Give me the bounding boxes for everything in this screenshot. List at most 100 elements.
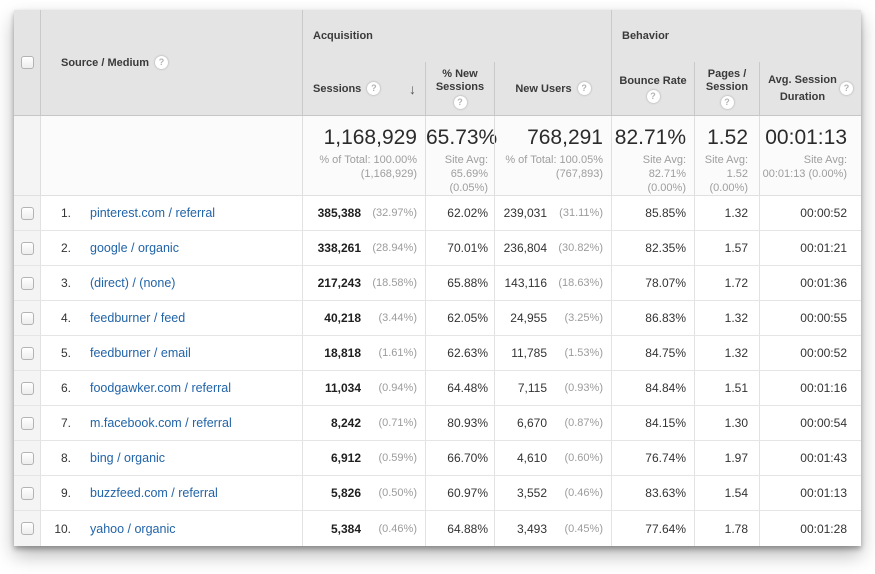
help-icon[interactable]: ? [577,82,591,95]
summary-new-users: 768,291 % of Total: 100.05% (767,893) [494,116,611,195]
bounce-rate-label: Bounce Rate [619,74,687,87]
row-checkbox[interactable] [20,451,34,465]
analytics-source-medium-table: Source / Medium ? Acquisition Behavior S… [14,10,861,546]
row-rank: 9. [60,486,71,500]
row-rank: 6. [60,381,71,395]
row-checkbox[interactable] [20,381,34,395]
column-header-avg-session-duration[interactable]: Avg. Session Duration ? [759,62,861,115]
row-rank: 5. [60,346,71,360]
summary-pages-per-session: 1.52 Site Avg: 1.52 (0.00%) [694,116,759,195]
new-users-cell: 239,031 (31.11%) [494,196,611,230]
column-header-new-users[interactable]: New Users ? [494,62,611,115]
sessions-percent: (0.71%) [378,417,417,429]
help-icon[interactable]: ? [453,96,467,109]
source-medium-link[interactable]: feedburner / email [90,346,191,360]
source-medium-link[interactable]: bing / organic [90,451,166,465]
help-icon[interactable]: ? [840,82,853,95]
row-checkbox[interactable] [20,522,34,535]
pct-new-sessions-cell: 64.88% [425,511,494,546]
source-medium-link[interactable]: feedburner / feed [90,311,186,325]
behavior-label: Behavior [622,30,670,42]
new-users-cell: 7,115 (0.93%) [494,371,611,405]
source-medium-cell: 7. m.facebook.com / referral [40,406,302,440]
summary-sessions-value: 1,168,929 [323,126,417,149]
pages-per-session-cell: 1.30 [694,406,759,440]
row-checkbox-cell [14,371,40,405]
bounce-rate-cell: 84.75% [611,336,694,370]
row-checkbox[interactable] [20,346,34,360]
sort-descending-icon[interactable]: ↓ [409,80,416,97]
source-medium-link[interactable]: google / organic [90,241,179,255]
source-medium-link[interactable]: foodgawker.com / referral [90,381,232,395]
row-checkbox[interactable] [20,311,34,325]
help-icon[interactable]: ? [646,89,660,103]
help-icon[interactable]: ? [155,56,169,69]
column-header-source-medium[interactable]: Source / Medium ? [40,10,302,115]
source-medium-link[interactable]: (direct) / (none) [90,276,176,290]
sessions-percent: (0.94%) [378,382,417,394]
row-checkbox[interactable] [20,206,34,220]
row-checkbox[interactable] [20,276,34,290]
source-medium-link[interactable]: pinterest.com / referral [90,206,216,220]
summary-new-users-value: 768,291 [527,126,603,149]
summary-new-users-note: % of Total: 100.05% (767,893) [505,154,603,180]
new-users-percent: (31.11%) [559,207,603,219]
new-users-cell: 11,785 (1.53%) [494,336,611,370]
sessions-cell: 217,243 (18.58%) [302,266,425,300]
source-medium-cell: 3. (direct) / (none) [40,266,302,300]
bounce-rate-cell: 78.07% [611,266,694,300]
select-all-checkbox[interactable] [20,56,34,69]
avg-session-duration-cell: 00:01:36 [759,266,861,300]
help-icon[interactable]: ? [367,82,381,95]
new-users-cell: 3,552 (0.46%) [494,476,611,510]
source-medium-link[interactable]: buzzfeed.com / referral [90,486,218,500]
pct-new-sessions-cell: 64.48% [425,371,494,405]
sessions-cell: 8,242 (0.71%) [302,406,425,440]
pages-per-session-cell: 1.51 [694,371,759,405]
help-icon[interactable]: ? [720,96,734,109]
table-row: 9. buzzfeed.com / referral 5,826 (0.50%)… [14,476,861,511]
row-rank: 3. [60,276,71,290]
new-users-value: 24,955 [510,311,547,325]
source-medium-link[interactable]: m.facebook.com / referral [90,416,232,430]
summary-pct-new-sessions-value: 65.73% [426,126,498,149]
sessions-value: 18,818 [324,346,361,360]
summary-avg-session-duration-value: 00:01:13 [765,126,847,149]
new-users-value: 143,116 [504,276,548,290]
row-checkbox[interactable] [20,416,34,430]
row-checkbox-cell [14,511,40,546]
summary-pages-per-session-note: Site Avg: 1.52 (0.00%) [704,154,748,194]
table-row: 7. m.facebook.com / referral 8,242 (0.71… [14,406,861,441]
row-checkbox[interactable] [20,241,34,255]
pct-new-sessions-cell: 65.88% [425,266,494,300]
pages-per-session-cell: 1.32 [694,301,759,335]
sessions-label: Sessions [313,82,362,95]
row-checkbox[interactable] [20,486,34,500]
new-users-value: 3,493 [516,521,547,536]
new-users-percent: (0.93%) [564,382,603,394]
sessions-value: 6,912 [330,451,361,465]
column-header-bounce-rate[interactable]: Bounce Rate ? [611,62,694,115]
summary-avg-session-duration: 00:01:13 Site Avg: 00:01:13 (0.00%) [759,116,861,195]
new-users-percent: (0.45%) [564,522,603,535]
bounce-rate-cell: 82.35% [611,231,694,265]
acquisition-label: Acquisition [313,30,373,42]
new-users-cell: 143,116 (18.63%) [494,266,611,300]
column-header-sessions[interactable]: Sessions ? ↓ [302,62,425,115]
summary-pct-new-sessions-note: Site Avg: 65.69% (0.05%) [444,154,488,194]
table-row: 10. yahoo / organic 5,384 (0.46%) 64.88%… [14,511,861,546]
source-medium-cell: 2. google / organic [40,231,302,265]
summary-source-cell [40,116,302,195]
row-checkbox-cell [14,266,40,300]
pages-per-session-cell: 1.72 [694,266,759,300]
summary-sessions-note: % of Total: 100.00% (1,168,929) [319,154,417,180]
source-medium-cell: 6. foodgawker.com / referral [40,371,302,405]
column-header-pct-new-sessions[interactable]: % New Sessions ? [425,62,494,115]
summary-bounce-rate-note: Site Avg: 82.71% (0.00%) [642,154,686,194]
pct-new-sessions-cell: 62.02% [425,196,494,230]
summary-checkbox-cell [14,116,40,195]
source-medium-link[interactable]: yahoo / organic [90,521,176,536]
new-users-cell: 236,804 (30.82%) [494,231,611,265]
sessions-value: 385,388 [317,206,361,220]
column-header-pages-per-session[interactable]: Pages / Session ? [694,62,759,115]
